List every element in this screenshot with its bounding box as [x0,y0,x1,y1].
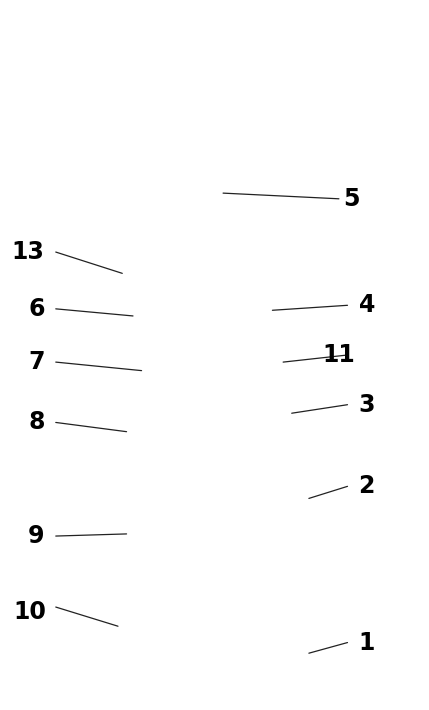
Text: 2: 2 [359,474,375,498]
Text: 5: 5 [344,187,360,211]
Text: 10: 10 [14,600,46,624]
Text: 1: 1 [359,630,375,655]
Text: 9: 9 [28,524,45,548]
Text: 6: 6 [28,297,45,321]
Text: 7: 7 [28,350,45,374]
Text: 13: 13 [12,240,44,264]
Text: 8: 8 [28,410,45,435]
Text: 11: 11 [323,343,355,367]
Text: 3: 3 [359,393,375,417]
Text: 4: 4 [359,293,375,317]
